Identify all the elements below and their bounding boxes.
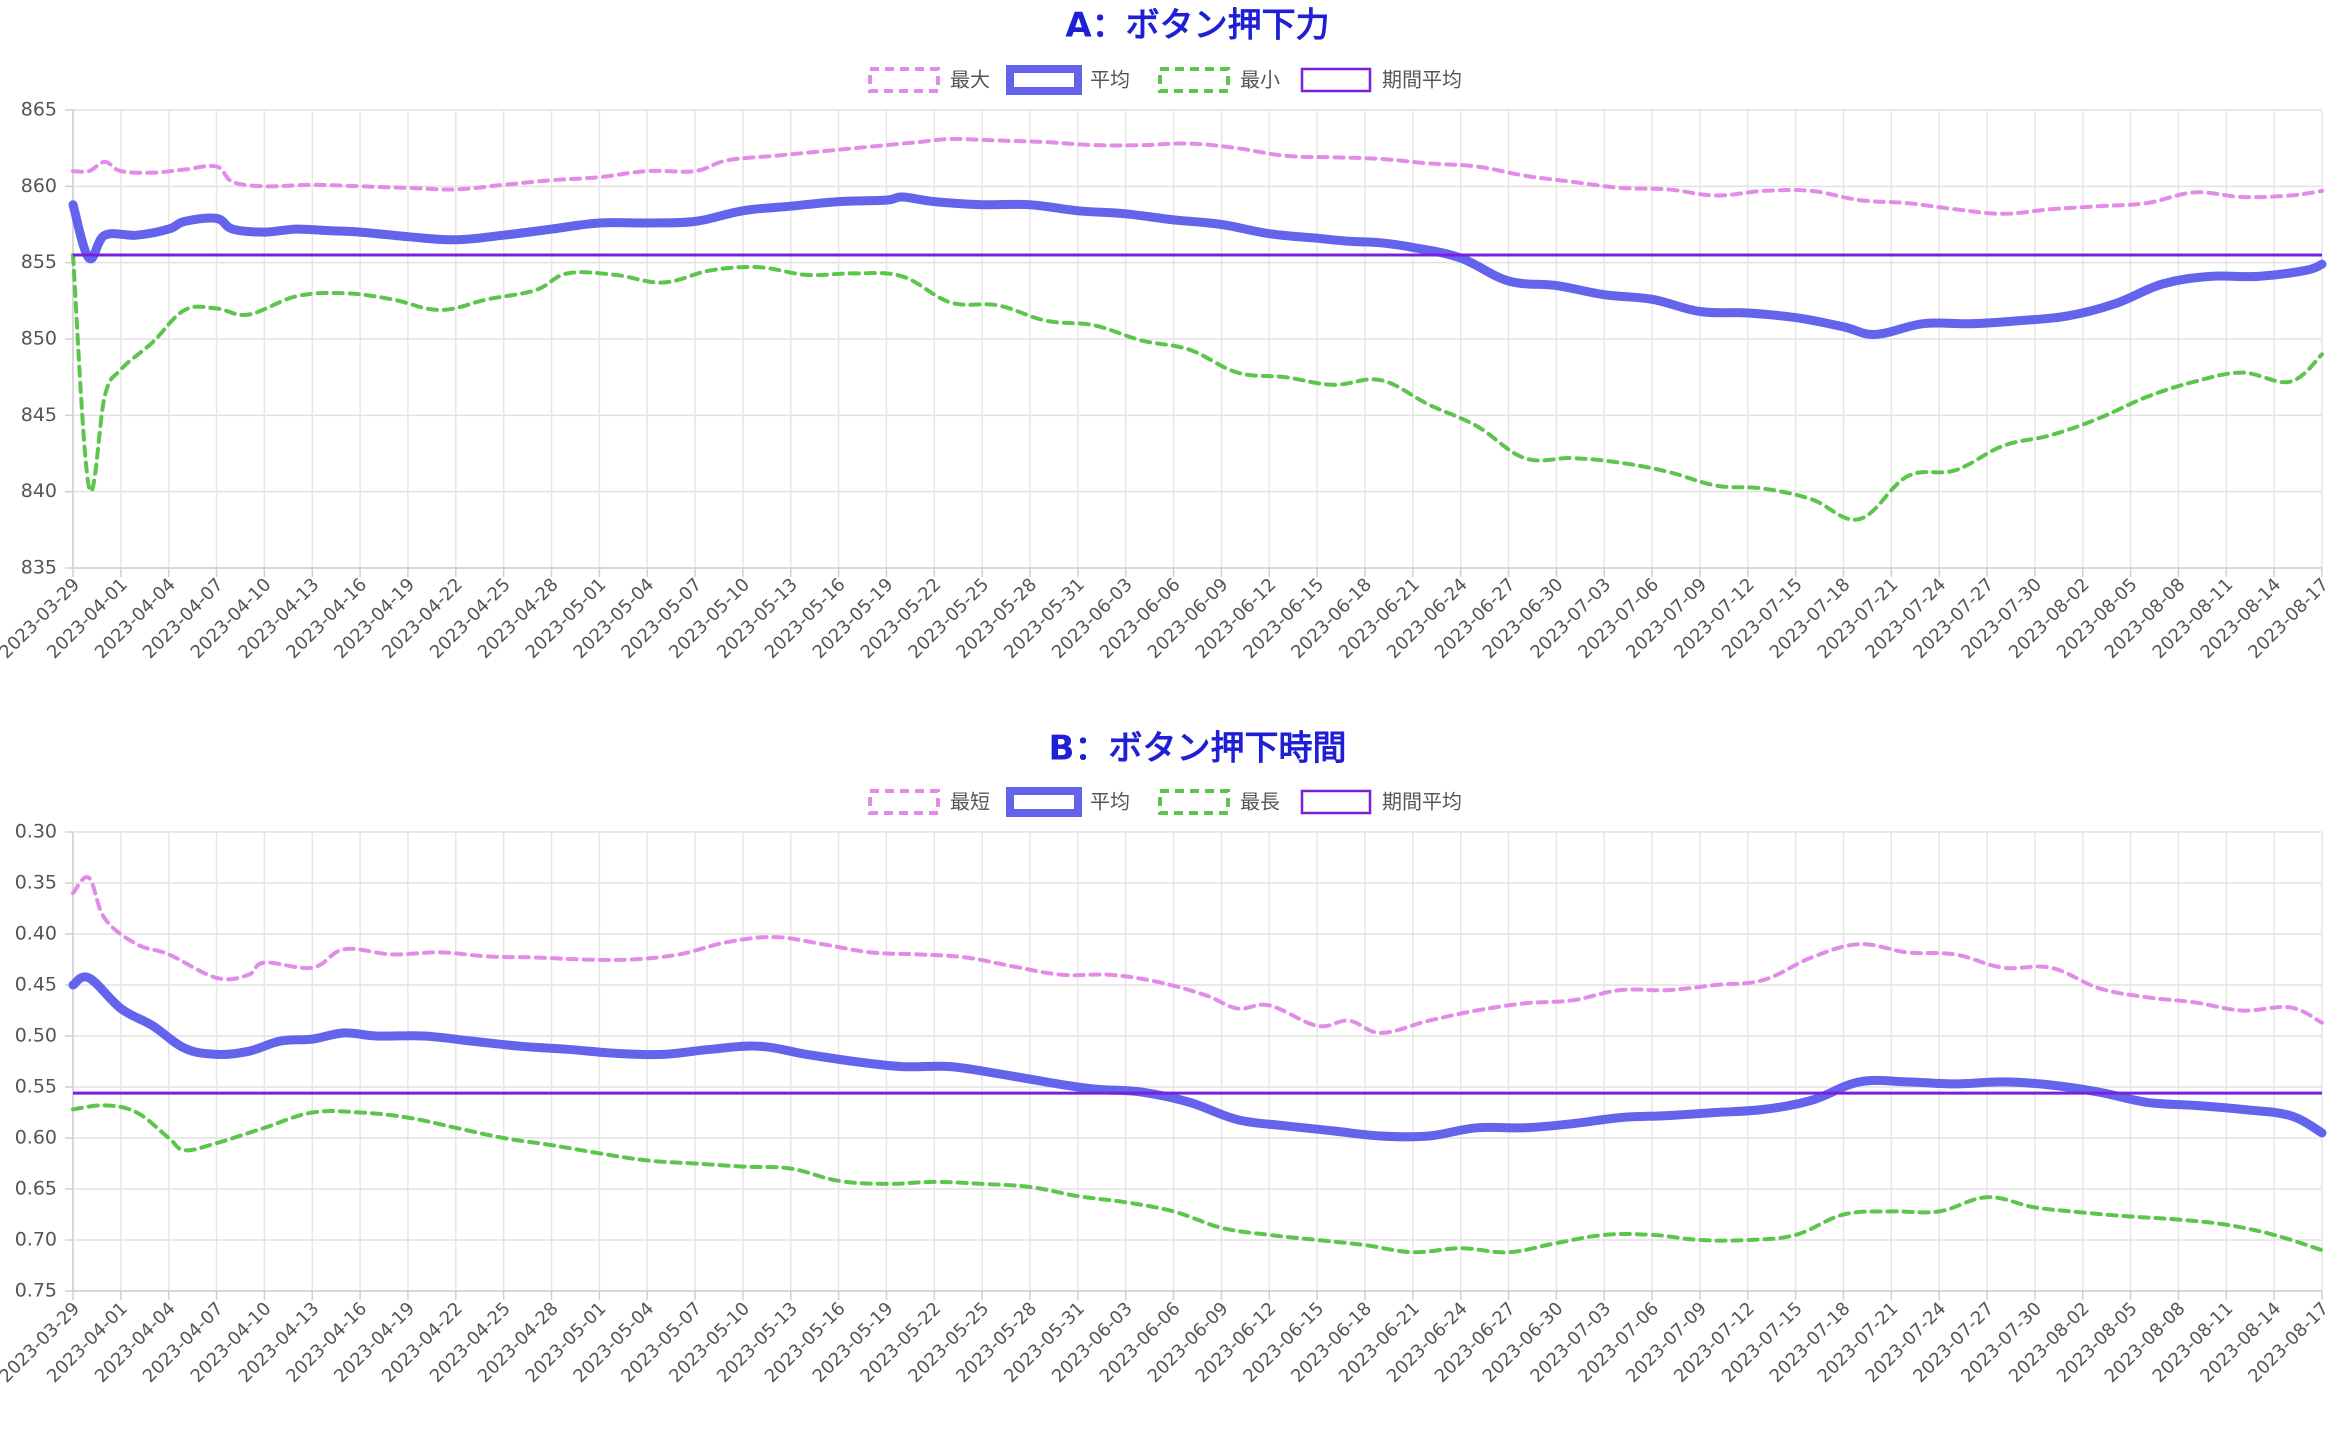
y-tick-label: 865	[21, 99, 57, 121]
y-tick-label: 0.60	[15, 1127, 57, 1149]
legend-label: 平均	[1090, 790, 1130, 814]
chart-panel-a: A：ボタン押下力8658608558508458408352023-03-292…	[0, 6, 2333, 664]
series-line-top	[71, 136, 2324, 216]
legend-label: 最小	[1240, 68, 1280, 92]
legend: 最大 平均 最小 期間平均	[868, 65, 1462, 95]
legend-label: 最大	[950, 68, 990, 92]
y-tick-label: 0.35	[15, 872, 57, 894]
y-tick-label: 0.50	[15, 1025, 57, 1047]
y-tick-label: 0.65	[15, 1178, 57, 1200]
y-tick-label: 0.45	[15, 974, 57, 996]
y-tick-label: 855	[21, 251, 57, 273]
legend: 最短 平均 最長 期間平均	[868, 787, 1462, 817]
y-tick-label: 860	[21, 175, 57, 197]
legend-label: 最短	[950, 790, 990, 814]
y-tick-label: 0.40	[15, 923, 57, 945]
legend-swatch	[1300, 789, 1372, 815]
y-tick-label: 0.70	[15, 1229, 57, 1251]
y-tick-label: 0.75	[15, 1280, 57, 1302]
series-line-average	[68, 972, 2327, 1142]
legend-label: 期間平均	[1382, 68, 1462, 92]
legend-swatch	[1300, 67, 1372, 93]
legend-swatch	[1158, 67, 1230, 93]
legend-label: 平均	[1090, 68, 1130, 92]
chart-title: A：ボタン押下力	[1065, 6, 1329, 46]
y-tick-label: 845	[21, 404, 57, 426]
legend-label: 最長	[1240, 790, 1280, 814]
legend-swatch	[868, 67, 940, 93]
y-tick-label: 840	[21, 480, 57, 502]
legend-label: 期間平均	[1382, 790, 1462, 814]
legend-swatch	[1006, 787, 1082, 817]
chart-panel-b: B：ボタン押下時間 0.30 0.35 0.40 0.45 0.50 0.55 0.60 0.6…	[0, 729, 2333, 1388]
series-line-top	[71, 875, 2324, 1035]
series-line-bottom	[71, 1103, 2324, 1255]
y-tick-label: 835	[21, 557, 57, 579]
series-line-average	[68, 192, 2327, 339]
series-line-bottom	[71, 253, 2324, 522]
y-tick-label: 0.30	[15, 821, 57, 843]
legend-swatch	[1006, 65, 1082, 95]
y-tick-label: 0.55	[15, 1076, 57, 1098]
y-tick-label: 850	[21, 328, 57, 350]
chart-title: B：ボタン押下時間	[1049, 729, 1347, 769]
legend-swatch	[1158, 789, 1230, 815]
legend-swatch	[868, 789, 940, 815]
